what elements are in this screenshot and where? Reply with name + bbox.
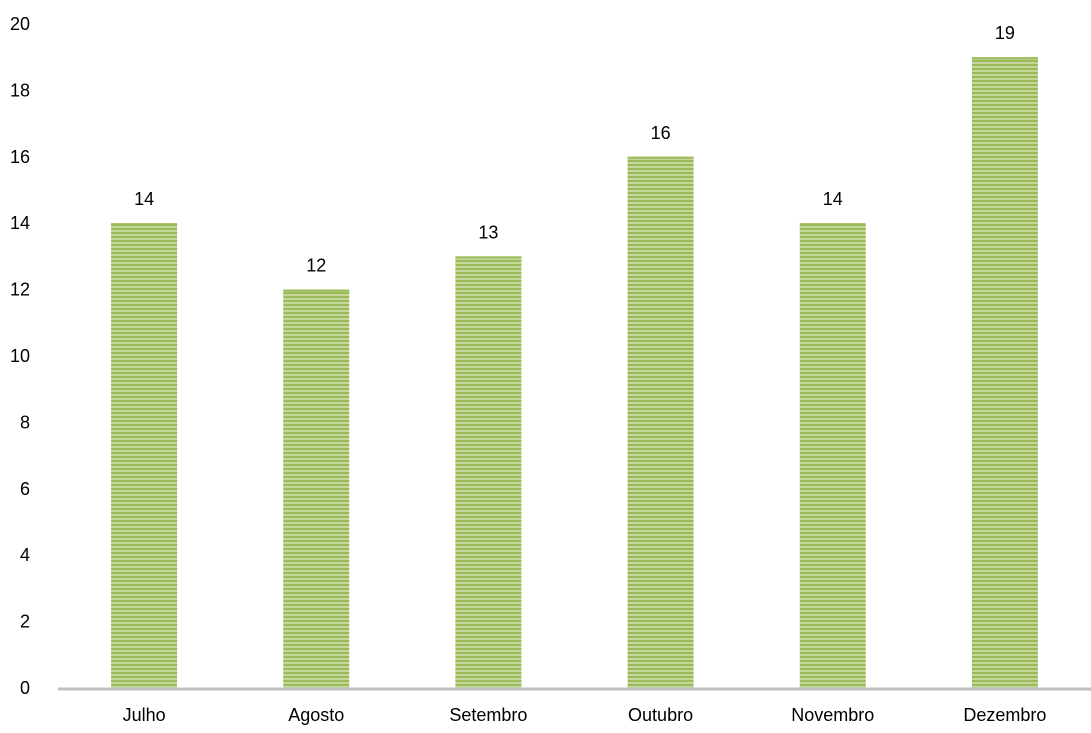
x-tick-label: Outubro (628, 705, 693, 725)
x-axis: Julho Agosto Setembro Outubro Novembro Dezemb… (58, 687, 1091, 725)
data-label: 14 (134, 189, 154, 209)
y-tick-label: 4 (20, 545, 30, 565)
y-tick-label: 6 (20, 479, 30, 499)
data-label: 16 (651, 123, 671, 143)
bar-outubro (627, 156, 694, 689)
y-tick-label: 10 (10, 346, 30, 366)
bars (111, 57, 1038, 689)
bar-novembro (799, 223, 866, 688)
y-tick-label: 2 (20, 612, 30, 632)
y-tick-label: 0 (20, 678, 30, 698)
y-tick-label: 16 (10, 147, 30, 167)
data-label: 13 (478, 222, 498, 242)
bar-dezembro (971, 57, 1038, 688)
x-tick-label: Dezembro (963, 705, 1046, 725)
x-tick-label: Julho (123, 705, 166, 725)
x-tick-label: Setembro (449, 705, 527, 725)
y-tick-label: 20 (10, 14, 30, 34)
y-axis: 0 2 4 6 8 10 12 14 16 18 20 (10, 14, 30, 698)
y-tick-label: 14 (10, 213, 30, 233)
bar-agosto (283, 289, 350, 688)
data-label: 12 (306, 256, 326, 276)
y-tick-label: 8 (20, 412, 30, 432)
x-tick-label: Novembro (791, 705, 874, 725)
x-tick-label: Agosto (288, 705, 344, 725)
y-tick-label: 12 (10, 280, 30, 300)
y-tick-label: 18 (10, 80, 30, 100)
bar-setembro (455, 256, 522, 688)
data-label: 19 (995, 23, 1015, 43)
data-label: 14 (823, 189, 843, 209)
bar-julho (111, 223, 178, 688)
data-labels: 14 12 13 16 14 19 (134, 23, 1015, 275)
